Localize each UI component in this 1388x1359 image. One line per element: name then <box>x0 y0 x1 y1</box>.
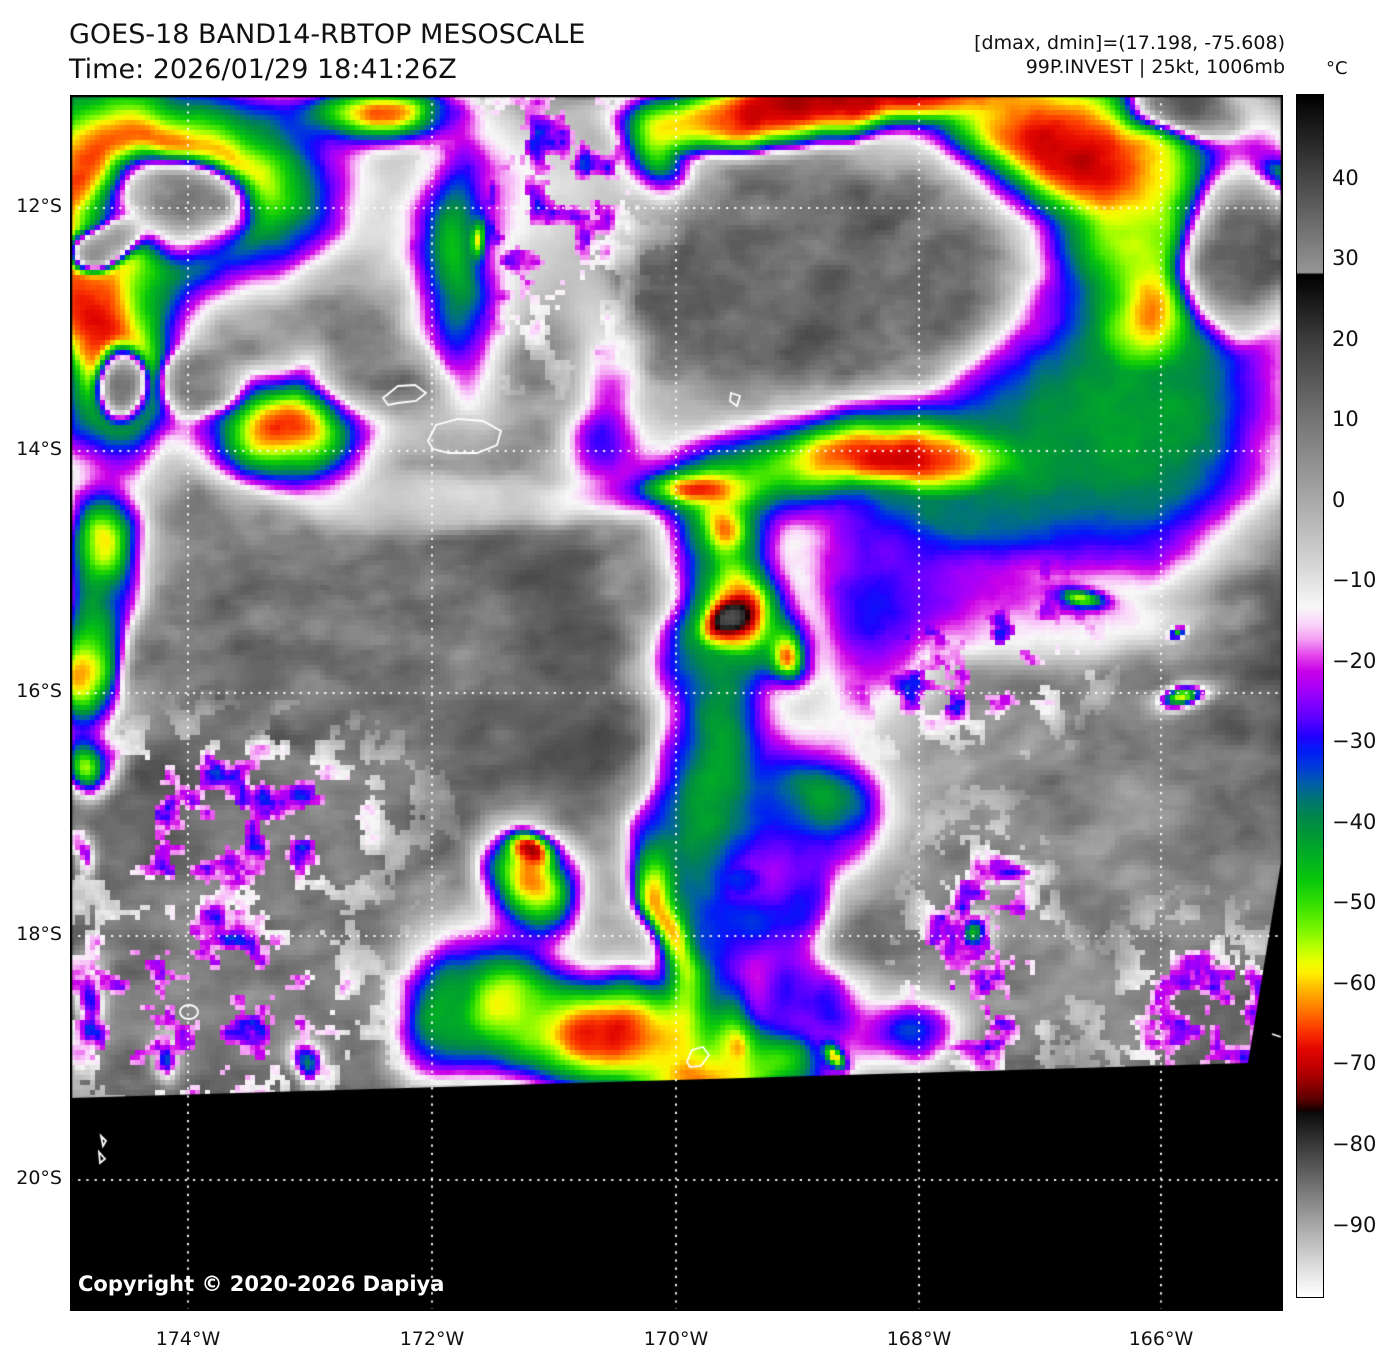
copyright-watermark: Copyright © 2020-2026 Dapiya <box>78 1272 445 1296</box>
satellite-imagery-map <box>70 95 1283 1311</box>
dmax-dmin-annotation: [dmax, dmin]=(17.198, -75.608) <box>974 32 1285 54</box>
product-title: GOES-18 BAND14-RBTOP MESOSCALE <box>69 19 586 50</box>
product-time: Time: 2026/01/29 18:41:26Z <box>69 54 457 85</box>
storm-annotation: 99P.INVEST | 25kt, 1006mb <box>1025 56 1285 78</box>
colorbar-tick-label: −90 <box>1332 1212 1377 1237</box>
colorbar-tick-label: −70 <box>1332 1051 1377 1076</box>
colorbar-unit-label: °C <box>1326 58 1348 79</box>
colorbar-tick-label: 40 <box>1332 165 1359 190</box>
colorbar-tick-label: −50 <box>1332 890 1377 915</box>
lat-axis-label: 20°S <box>16 1167 62 1189</box>
colorbar-tick-label: −20 <box>1332 648 1377 673</box>
lat-axis-label: 12°S <box>16 195 62 217</box>
lon-axis-label: 166°W <box>1128 1328 1194 1350</box>
lat-axis-label: 14°S <box>16 438 62 460</box>
lon-axis-label: 168°W <box>886 1328 952 1350</box>
lon-axis-label: 172°W <box>399 1328 465 1350</box>
lat-axis-label: 16°S <box>16 680 62 702</box>
colorbar-tick-label: −40 <box>1332 809 1377 834</box>
colorbar-tick-label: 20 <box>1332 326 1359 351</box>
colorbar-tick-label: 0 <box>1332 487 1346 512</box>
colorbar-tick-label: −60 <box>1332 970 1377 995</box>
lon-axis-label: 174°W <box>155 1328 221 1350</box>
colorbar-tick-label: −80 <box>1332 1132 1377 1156</box>
lat-axis-label: 18°S <box>16 923 62 945</box>
colorbar <box>1296 94 1324 1298</box>
lon-axis-label: 170°W <box>643 1328 709 1350</box>
colorbar-tick-label: −30 <box>1332 729 1377 754</box>
colorbar-tick-label: 10 <box>1332 407 1359 432</box>
colorbar-tick-label: 30 <box>1332 246 1359 271</box>
colorbar-tick-label: −10 <box>1332 568 1377 593</box>
